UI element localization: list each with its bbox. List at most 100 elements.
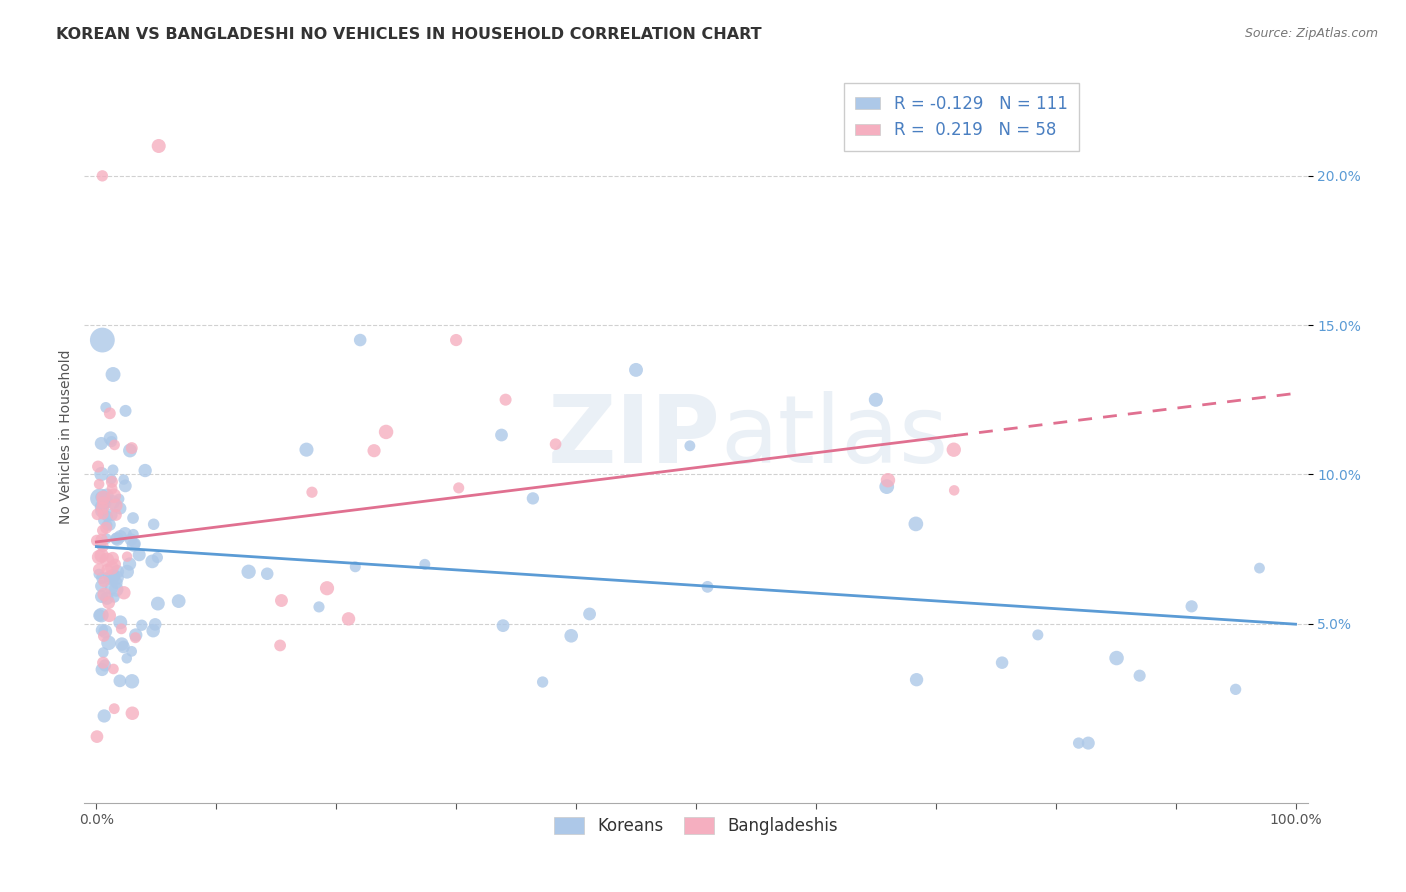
- Point: [1249, 561, 1271, 575]
- Point: [100, 472, 122, 486]
- Point: [94, 624, 117, 639]
- Point: [91, 501, 114, 516]
- Point: [97, 570, 120, 584]
- Point: [96, 518, 118, 533]
- Point: [905, 673, 928, 687]
- Point: [100, 508, 122, 522]
- Point: [90, 623, 112, 637]
- Point: [308, 599, 330, 614]
- Text: Source: ZipAtlas.com: Source: ZipAtlas.com: [1244, 27, 1378, 40]
- Point: [114, 526, 136, 541]
- Point: [114, 404, 136, 418]
- Point: [110, 622, 132, 636]
- Point: [94, 401, 117, 415]
- Point: [942, 442, 965, 457]
- Point: [110, 615, 132, 630]
- Point: [316, 581, 339, 595]
- Point: [93, 513, 115, 527]
- Point: [86, 730, 108, 744]
- Point: [101, 482, 124, 496]
- Point: [1105, 651, 1128, 665]
- Point: [122, 511, 145, 525]
- Point: [100, 431, 122, 445]
- Point: [94, 496, 117, 510]
- Point: [91, 646, 114, 660]
- Point: [1129, 668, 1152, 682]
- Point: [121, 644, 143, 658]
- Point: [120, 533, 142, 547]
- Point: [124, 631, 146, 645]
- Point: [100, 582, 122, 596]
- Point: [337, 612, 360, 626]
- Point: [114, 479, 136, 493]
- Point: [90, 504, 112, 518]
- Point: [100, 434, 122, 449]
- Point: [904, 516, 927, 531]
- Point: [90, 500, 112, 514]
- Point: [108, 673, 131, 688]
- Point: [96, 563, 118, 577]
- Point: [91, 491, 114, 505]
- Point: [103, 701, 125, 715]
- Point: [93, 629, 115, 643]
- Point: [121, 441, 143, 455]
- Point: [93, 587, 115, 601]
- Point: [105, 532, 128, 546]
- Point: [90, 436, 112, 450]
- Point: [111, 637, 134, 651]
- Point: [167, 594, 190, 608]
- Point: [104, 558, 127, 572]
- Point: [146, 597, 169, 611]
- Point: [134, 464, 156, 478]
- Point: [89, 608, 111, 623]
- Point: [105, 532, 128, 546]
- Point: [115, 651, 138, 665]
- Point: [87, 477, 110, 491]
- Point: [1225, 682, 1247, 697]
- Point: [492, 618, 515, 632]
- Point: [90, 590, 112, 604]
- Point: [103, 662, 125, 676]
- Point: [105, 582, 128, 597]
- Point: [141, 554, 163, 568]
- Point: [143, 617, 166, 632]
- Point: [91, 507, 114, 521]
- Point: [146, 550, 169, 565]
- Point: [122, 538, 145, 552]
- Point: [1026, 628, 1049, 642]
- Point: [124, 536, 146, 550]
- Point: [375, 425, 398, 439]
- Point: [90, 549, 112, 563]
- Point: [444, 333, 467, 347]
- Text: ZIP: ZIP: [547, 391, 720, 483]
- Point: [96, 488, 118, 502]
- Point: [91, 663, 114, 677]
- Point: [96, 591, 118, 606]
- Point: [98, 406, 121, 420]
- Point: [108, 491, 131, 506]
- Point: [96, 532, 118, 546]
- Point: [110, 501, 132, 516]
- Point: [301, 485, 323, 500]
- Point: [103, 438, 125, 452]
- Point: [578, 607, 600, 621]
- Point: [115, 565, 138, 579]
- Point: [624, 363, 647, 377]
- Point: [86, 533, 108, 548]
- Point: [142, 517, 165, 532]
- Point: [295, 442, 318, 457]
- Point: [90, 579, 112, 593]
- Point: [101, 475, 124, 489]
- Point: [105, 565, 128, 579]
- Point: [122, 527, 145, 541]
- Point: [101, 551, 124, 566]
- Point: [131, 618, 153, 632]
- Point: [943, 483, 966, 498]
- Point: [270, 593, 292, 607]
- Point: [90, 538, 112, 552]
- Y-axis label: No Vehicles in Household: No Vehicles in Household: [59, 350, 73, 524]
- Point: [522, 491, 544, 506]
- Point: [101, 561, 124, 575]
- Point: [991, 656, 1014, 670]
- Point: [91, 571, 114, 585]
